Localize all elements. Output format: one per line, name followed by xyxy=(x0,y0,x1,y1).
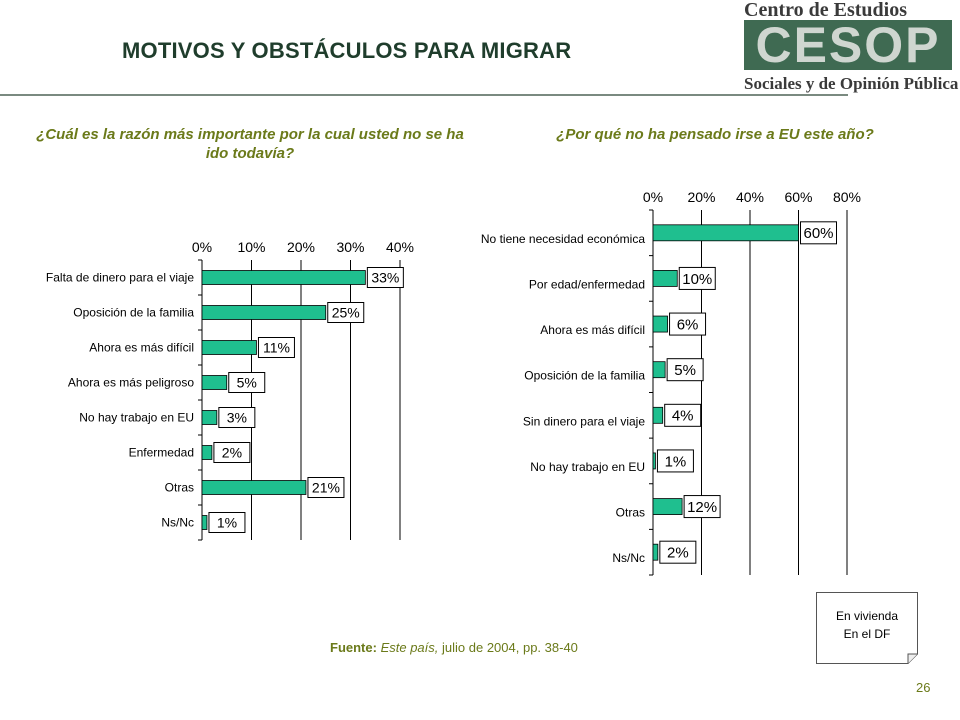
category-label: Ahora es más difícil xyxy=(89,341,194,355)
data-label-box xyxy=(683,495,721,519)
bar xyxy=(201,375,228,390)
logo-bottom-text: Sociales y de Opinión Pública xyxy=(744,74,959,93)
data-label-box xyxy=(678,266,716,290)
data-label: 2% xyxy=(222,445,242,461)
header-rule xyxy=(0,94,848,96)
logo-mark-text: CESOP xyxy=(755,17,940,73)
data-label-box xyxy=(228,372,266,393)
source-label: Fuente: xyxy=(330,640,377,655)
category-label: Enfermedad xyxy=(129,446,194,460)
category-label: No hay trabajo en EU xyxy=(79,411,194,425)
bar xyxy=(652,498,683,515)
chart-2-no-pensado-irse: 0% 20% 40% 60% 80% No tiene necesidad económi… xyxy=(481,189,861,576)
note-line-2: En el DF xyxy=(844,627,891,641)
logo-top-text: Centro de Estudios xyxy=(744,0,907,21)
data-label-box xyxy=(366,267,404,288)
chart-1-razon-no-ido: 0% 10% 20% 30% 40% Falta de dinero para el vi… xyxy=(46,239,414,541)
data-label: 21% xyxy=(312,480,340,496)
category-label: Sin dinero para el viaje xyxy=(523,414,645,428)
data-label: 6% xyxy=(677,316,699,333)
data-label-box xyxy=(669,312,707,336)
bar xyxy=(652,361,666,379)
note-box: En vivienda En el DF xyxy=(816,592,918,664)
cesop-logo: Centro de Estudios CESOP Sociales y de O… xyxy=(744,0,959,93)
category-label: Otras xyxy=(165,481,194,495)
note-line-1: En vivienda xyxy=(836,609,898,623)
data-label-box xyxy=(664,403,702,427)
category-label: Oposición de la familia xyxy=(73,306,194,320)
bar xyxy=(201,410,218,425)
category-label: Ahora es más peligroso xyxy=(68,376,194,390)
data-label-box xyxy=(656,449,694,473)
data-label: 25% xyxy=(332,305,360,321)
data-label: 33% xyxy=(371,270,399,286)
page-title: MOTIVOS Y OBSTÁCULOS PARA MIGRAR xyxy=(122,38,572,63)
bar xyxy=(201,445,213,460)
category-label: Oposición de la familia xyxy=(524,369,645,383)
data-label: 4% xyxy=(672,408,694,425)
x-tick-label: 40% xyxy=(386,239,414,255)
data-label-box xyxy=(257,337,295,358)
data-label-box xyxy=(213,442,251,463)
data-label-box xyxy=(218,407,256,428)
chart1-question: ¿Cuál es la razón más importante por la … xyxy=(36,126,464,162)
bar xyxy=(652,543,659,561)
data-label: 3% xyxy=(227,410,247,426)
data-label-box xyxy=(666,358,704,382)
bar xyxy=(201,515,208,530)
data-label-box xyxy=(327,302,365,323)
data-label: 1% xyxy=(217,515,237,531)
x-tick-label: 10% xyxy=(237,239,265,255)
bar xyxy=(652,224,799,242)
category-label: Ns/Nc xyxy=(612,551,645,565)
source-publication: Este país, xyxy=(380,640,439,655)
category-label: Por edad/enfermedad xyxy=(529,277,645,291)
data-label: 5% xyxy=(237,375,257,391)
bar xyxy=(652,406,664,424)
data-label-box xyxy=(659,540,697,564)
bar xyxy=(652,452,656,470)
data-label-box xyxy=(208,512,246,533)
category-label: Falta de dinero para el viaje xyxy=(46,271,194,285)
data-label: 5% xyxy=(674,362,696,379)
data-label: 11% xyxy=(263,340,290,356)
data-label: 1% xyxy=(665,453,687,470)
bar xyxy=(652,270,678,287)
data-label: 10% xyxy=(682,271,712,288)
data-label-box xyxy=(307,477,345,498)
bar xyxy=(201,340,257,355)
category-label: No tiene necesidad económica xyxy=(481,232,645,246)
x-tick-label: 40% xyxy=(736,189,764,205)
category-label: Ns/Nc xyxy=(161,516,194,530)
x-tick-label: 0% xyxy=(192,239,212,255)
page-number: 26 xyxy=(916,680,931,695)
chart2-question: ¿Por qué no ha pensado irse a EU este añ… xyxy=(556,126,874,143)
bar xyxy=(201,270,366,285)
data-label: 60% xyxy=(803,225,833,242)
category-label: No hay trabajo en EU xyxy=(530,460,645,474)
x-tick-label: 60% xyxy=(784,189,812,205)
x-tick-label: 20% xyxy=(687,189,715,205)
x-tick-label: 80% xyxy=(833,189,861,205)
data-label: 2% xyxy=(667,545,689,562)
x-tick-label: 30% xyxy=(336,239,364,255)
bar xyxy=(201,305,327,320)
category-label: Otras xyxy=(616,506,645,520)
x-tick-label: 20% xyxy=(287,239,315,255)
category-label: Ahora es más difícil xyxy=(540,323,645,337)
source-detail: julio de 2004, pp. 38-40 xyxy=(442,640,578,655)
source-note: Fuente: Este país, julio de 2004, pp. 38… xyxy=(330,640,578,655)
data-label: 12% xyxy=(687,499,717,516)
bar xyxy=(652,315,668,333)
x-tick-label: 0% xyxy=(643,189,663,205)
data-label-box xyxy=(800,221,837,245)
bar xyxy=(201,480,307,495)
